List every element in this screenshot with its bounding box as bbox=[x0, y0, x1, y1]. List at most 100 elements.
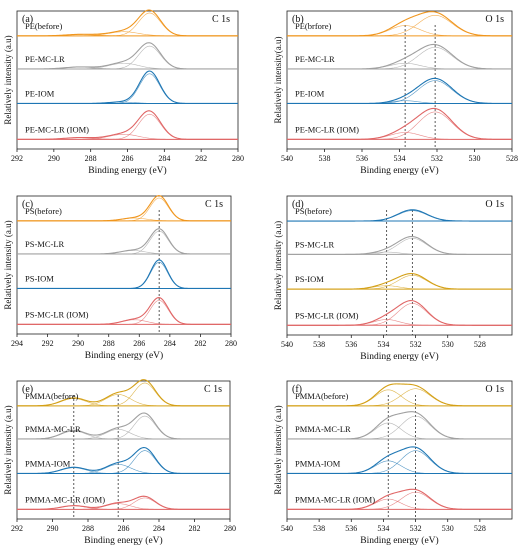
component-peak bbox=[17, 467, 230, 474]
x-tick-label: 284 bbox=[153, 524, 165, 533]
x-tick-label: 292 bbox=[42, 339, 54, 348]
x-tick-label: 530 bbox=[469, 154, 481, 163]
plot-frame bbox=[16, 195, 232, 335]
plot-frame bbox=[286, 380, 513, 520]
y-axis-label: Relatively intensity (a.u) bbox=[3, 220, 13, 309]
x-tick-label: 292 bbox=[11, 524, 23, 533]
x-tick-label: 292 bbox=[11, 154, 23, 163]
x-tick-label: 288 bbox=[85, 154, 97, 163]
component-peak bbox=[17, 505, 230, 510]
series-label: PMMA-IOM bbox=[295, 459, 341, 469]
series-label: PE-IOM bbox=[295, 89, 325, 99]
core-level-title: O 1s bbox=[485, 384, 504, 395]
x-axis-label: Binding energy (eV) bbox=[88, 165, 166, 176]
component-peak bbox=[287, 62, 512, 70]
component-peak bbox=[17, 430, 230, 440]
x-tick-label: 290 bbox=[47, 524, 59, 533]
series-label: PS(before) bbox=[25, 206, 62, 216]
series-label: PMMA-MC-LR bbox=[25, 424, 81, 434]
x-tick-label: 540 bbox=[281, 154, 293, 163]
series-label: PMMA(before) bbox=[295, 391, 349, 401]
component-peak bbox=[17, 101, 238, 104]
x-tick-label: 534 bbox=[377, 524, 389, 533]
series-label: PE-MC-LR bbox=[295, 54, 335, 64]
x-tick-label: 530 bbox=[442, 524, 454, 533]
x-tick-label: 282 bbox=[194, 339, 206, 348]
x-tick-label: 536 bbox=[345, 524, 357, 533]
x-tick-label: 532 bbox=[410, 524, 422, 533]
x-tick-label: 534 bbox=[377, 340, 389, 349]
x-axis-label: Binding energy (eV) bbox=[84, 535, 162, 546]
x-tick-label: 288 bbox=[82, 524, 94, 533]
component-peak bbox=[17, 137, 238, 140]
component-peak bbox=[17, 34, 238, 37]
x-tick-label: 282 bbox=[195, 154, 207, 163]
series-label: PS-MC-LR bbox=[25, 239, 65, 249]
panel-label: (b) bbox=[292, 14, 304, 25]
series-label: PE-MC-LR (IOM) bbox=[295, 124, 359, 134]
core-level-title: C 1s bbox=[212, 14, 230, 25]
series-label: PE(brfore) bbox=[295, 21, 332, 31]
series-label: PMMA-MC-LR bbox=[295, 424, 351, 434]
component-peak bbox=[287, 251, 512, 255]
component-peak bbox=[17, 261, 231, 289]
x-axis-label: Binding energy (eV) bbox=[360, 535, 438, 546]
y-axis-label: Relatively intensity (a.u) bbox=[273, 221, 283, 310]
x-tick-label: 536 bbox=[356, 154, 368, 163]
panel-label: (d) bbox=[292, 199, 304, 210]
panel-label: (f) bbox=[292, 384, 302, 395]
series-label: PS-MC-LR (IOM) bbox=[295, 310, 359, 320]
series-label: PMMA-MC-LR (IOM) bbox=[295, 494, 375, 504]
component-peak bbox=[287, 210, 512, 222]
panel-label: (e) bbox=[22, 384, 33, 395]
core-level-title: C 1s bbox=[205, 199, 223, 210]
series-label: PE(before) bbox=[25, 21, 62, 31]
component-peak bbox=[17, 250, 231, 255]
component-peak bbox=[17, 66, 238, 70]
x-axis-label: Binding energy (eV) bbox=[85, 350, 163, 361]
x-axis-label: Binding energy (eV) bbox=[360, 165, 438, 176]
x-tick-label: 532 bbox=[410, 340, 422, 349]
x-tick-label: 290 bbox=[48, 154, 60, 163]
x-tick-label: 528 bbox=[474, 340, 486, 349]
series-label: PS-MC-LR (IOM) bbox=[25, 309, 89, 319]
component-peak bbox=[287, 422, 512, 440]
core-level-title: O 1s bbox=[485, 199, 504, 210]
series-label: PE-MC-LR bbox=[25, 54, 65, 64]
x-tick-label: 290 bbox=[72, 339, 84, 348]
y-axis-label: Relatively intensity (a.u) bbox=[3, 35, 13, 124]
x-tick-label: 280 bbox=[225, 339, 237, 348]
component-peak bbox=[287, 285, 512, 290]
x-tick-label: 286 bbox=[133, 339, 145, 348]
panel-label: (a) bbox=[22, 14, 33, 25]
component-peak bbox=[287, 498, 512, 510]
series-label: PS-IOM bbox=[295, 274, 324, 284]
component-peak bbox=[287, 25, 512, 37]
x-tick-label: 288 bbox=[103, 339, 115, 348]
x-tick-label: 540 bbox=[281, 524, 293, 533]
x-tick-label: 294 bbox=[11, 339, 23, 348]
component-peak bbox=[17, 319, 231, 325]
core-level-title: C 1s bbox=[204, 384, 222, 395]
y-axis-label: Relatively intensity (a.u) bbox=[3, 405, 13, 494]
series-label: PE-MC-LR (IOM) bbox=[25, 124, 89, 134]
component-peak bbox=[17, 398, 230, 407]
series-label: PS(before) bbox=[295, 206, 332, 216]
x-tick-label: 534 bbox=[394, 154, 406, 163]
x-tick-label: 530 bbox=[442, 340, 454, 349]
series-label: PMMA-MC-LR (IOM) bbox=[25, 494, 105, 504]
x-tick-label: 280 bbox=[232, 154, 244, 163]
x-tick-label: 284 bbox=[164, 339, 176, 348]
x-axis-label: Binding energy (eV) bbox=[360, 351, 438, 362]
y-axis-label: Relatively intensity(a.u) bbox=[273, 37, 283, 124]
x-tick-label: 532 bbox=[431, 154, 443, 163]
x-tick-label: 528 bbox=[474, 524, 486, 533]
component-peak bbox=[287, 132, 512, 140]
y-axis-label: Relatively intensity (a.u) bbox=[273, 405, 283, 494]
series-label: PMMA-IOM bbox=[25, 459, 71, 469]
